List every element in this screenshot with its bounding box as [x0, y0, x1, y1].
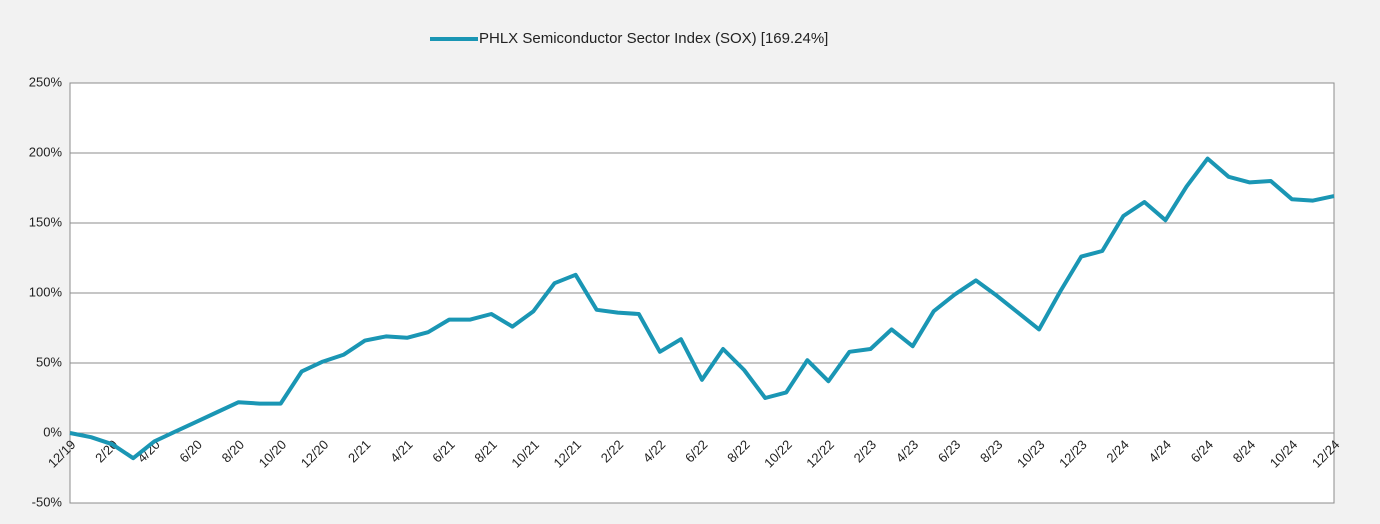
- y-tick-label: 250%: [29, 74, 63, 89]
- y-tick-label: 200%: [29, 144, 63, 159]
- y-tick-label: 50%: [36, 354, 62, 369]
- series-line: [69, 156, 1335, 461]
- y-tick-label: 150%: [29, 214, 63, 229]
- legend-label: PHLX Semiconductor Sector Index (SOX) [1…: [479, 30, 828, 47]
- y-tick-label: 0%: [43, 424, 62, 439]
- y-tick-label: 100%: [29, 284, 63, 299]
- y-tick-label: -50%: [32, 494, 63, 509]
